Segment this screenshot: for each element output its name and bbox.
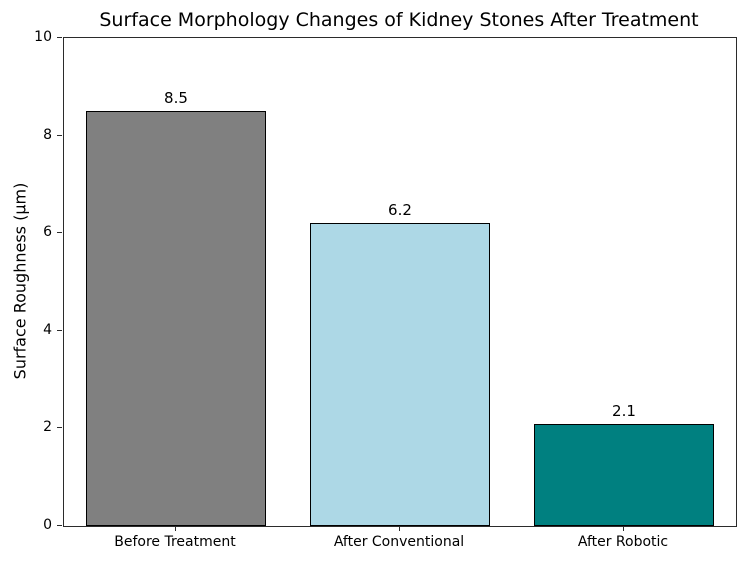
bar-value-label: 2.1 bbox=[612, 401, 636, 420]
x-tick-mark bbox=[399, 526, 400, 531]
y-tick-label: 10 bbox=[34, 29, 52, 45]
x-tick-mark bbox=[175, 526, 176, 531]
bar-after-conventional bbox=[310, 223, 490, 526]
y-axis-label: Surface Roughness (µm) bbox=[10, 182, 30, 380]
y-tick-mark bbox=[57, 37, 62, 38]
y-tick-mark bbox=[57, 134, 62, 136]
y-tick-mark bbox=[57, 427, 62, 429]
bar-before-treatment bbox=[86, 111, 266, 526]
chart-title: Surface Morphology Changes of Kidney Sto… bbox=[99, 9, 699, 31]
x-tick-label: After Robotic bbox=[577, 534, 669, 550]
x-tick-label: After Conventional bbox=[333, 534, 465, 550]
y-tick-label: 8 bbox=[43, 126, 52, 143]
y-tick-label: 4 bbox=[43, 321, 52, 338]
x-tick-label: Before Treatment bbox=[114, 534, 236, 550]
bar-value-label: 6.2 bbox=[388, 201, 412, 220]
plot-area: 8.5 6.2 2.1 bbox=[63, 37, 737, 527]
bar-value-label: 8.5 bbox=[164, 89, 188, 108]
y-tick-mark bbox=[57, 329, 62, 331]
y-tick-mark bbox=[57, 525, 62, 526]
bar-after-robotic bbox=[534, 423, 714, 526]
y-tick-label: 0 bbox=[43, 517, 52, 533]
y-tick-label: 6 bbox=[43, 224, 52, 241]
y-tick-label: 2 bbox=[43, 419, 52, 436]
y-tick-mark bbox=[57, 232, 62, 234]
x-tick-mark bbox=[623, 526, 624, 531]
